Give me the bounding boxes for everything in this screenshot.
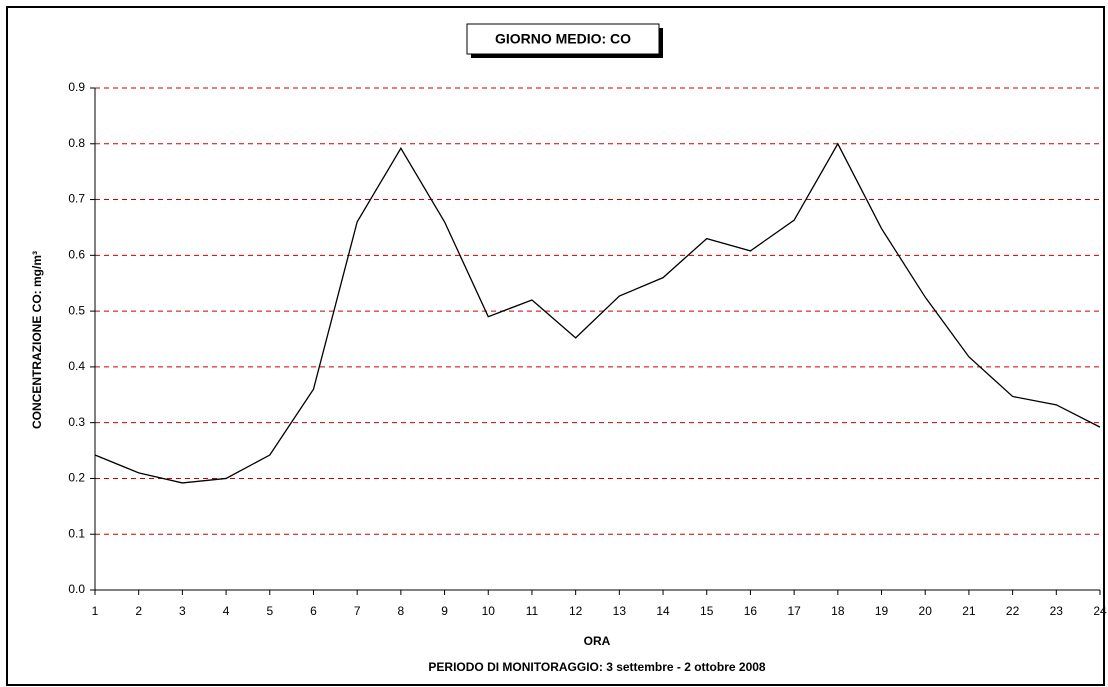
x-tick-label: 12 — [569, 604, 583, 618]
x-tick-label: 8 — [398, 604, 405, 618]
x-tick-label: 9 — [441, 604, 448, 618]
x-tick-label: 15 — [700, 604, 714, 618]
y-tick-label: 0.2 — [68, 471, 85, 485]
x-tick-label: 10 — [482, 604, 496, 618]
x-tick-label: 16 — [744, 604, 758, 618]
y-tick-label: 0.0 — [68, 582, 85, 596]
x-tick-label: 21 — [962, 604, 976, 618]
line — [94, 142, 1101, 484]
y-tick-label: 0.7 — [68, 192, 85, 206]
x-tick-label: 11 — [526, 604, 539, 618]
y-tick-label: 0.3 — [68, 415, 85, 429]
x-tick-label: 19 — [875, 604, 889, 618]
x-tick-label: 1 — [92, 604, 99, 618]
x-tick-label: 23 — [1050, 604, 1064, 618]
y-tick-label: 0.1 — [68, 526, 85, 540]
chart-title: GIORNO MEDIO: CO — [495, 31, 631, 47]
chart-frame — [6, 6, 1105, 686]
x-tick-label: 14 — [656, 604, 670, 618]
x-tick-label: 2 — [135, 604, 142, 618]
x-tick-label: 17 — [787, 604, 801, 618]
x-axis-label: ORA — [584, 634, 611, 648]
y-tick-label: 0.8 — [68, 136, 85, 150]
y-tick-label: 0.9 — [68, 80, 85, 94]
y-tick-label: 0.6 — [68, 248, 85, 262]
title-box — [466, 23, 660, 55]
y-tick-label: 0.4 — [68, 359, 85, 373]
x-tick-label: 24 — [1093, 604, 1107, 618]
x-tick-label: 6 — [310, 604, 317, 618]
x-tick-label: 20 — [919, 604, 933, 618]
x-tick-label: 7 — [354, 604, 361, 618]
y-tick-label: 0.5 — [68, 303, 85, 317]
x-tick-label: 5 — [266, 604, 273, 618]
x-tick-label: 4 — [223, 604, 230, 618]
note: PERIODO DI MONITORAGGIO: 3 settembre - 2… — [428, 660, 766, 674]
x-tick-label: 22 — [1006, 604, 1020, 618]
x-tick-label: 3 — [179, 604, 186, 618]
x-tick-label: 18 — [831, 604, 845, 618]
y-axis-label: CONCENTRAZIONE CO: mg/m³ — [30, 251, 44, 429]
x-tick-label: 13 — [613, 604, 627, 618]
